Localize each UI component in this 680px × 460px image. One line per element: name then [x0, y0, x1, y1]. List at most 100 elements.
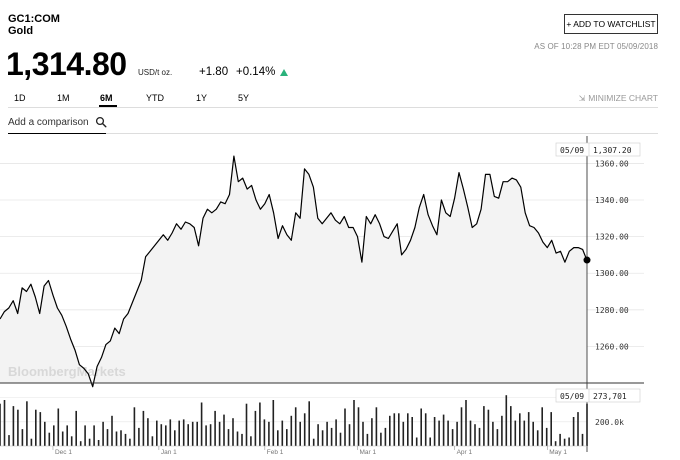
- volume-bar: [106, 429, 109, 446]
- price-tick-label: 1280.00: [595, 306, 629, 315]
- volume-bar: [111, 415, 113, 446]
- search-icon[interactable]: [95, 116, 107, 128]
- volume-bar: [191, 421, 194, 446]
- volume-bar: [312, 438, 315, 446]
- volume-bar: [21, 429, 24, 446]
- volume-bar: [554, 441, 557, 446]
- volume-bar: [165, 425, 167, 446]
- minimize-chart-label: MINIMIZE CHART: [588, 93, 658, 103]
- volume-bar: [317, 424, 319, 446]
- volume-bar: [169, 419, 172, 446]
- volume-bar: [44, 421, 46, 446]
- volume-bar: [39, 412, 42, 446]
- as-of-timestamp: AS OF 10:28 PM EDT 05/09/2018: [534, 42, 658, 51]
- divider: [8, 133, 658, 134]
- up-arrow-icon: [280, 69, 288, 76]
- volume-bar: [299, 421, 301, 446]
- volume-bar: [48, 432, 51, 446]
- volume-bar: [474, 424, 476, 446]
- comparison-input[interactable]: [8, 114, 92, 130]
- volume-bar: [335, 419, 337, 446]
- volume-bar: [483, 406, 485, 446]
- range-tab-ytd[interactable]: YTD: [146, 93, 164, 103]
- last-price-marker: [583, 256, 591, 264]
- volume-bar: [465, 400, 467, 446]
- range-tab-6m[interactable]: 6M: [100, 93, 113, 103]
- volume-bar: [84, 425, 86, 446]
- range-tab-5y[interactable]: 5Y: [238, 93, 250, 103]
- volume-bar: [160, 424, 163, 446]
- volume-bar: [0, 403, 1, 446]
- volume-bar: [57, 408, 60, 446]
- volume-bar: [200, 402, 203, 446]
- volume-bar: [362, 421, 364, 446]
- volume-bar: [577, 412, 579, 446]
- cursor-date-label: 05/09: [560, 146, 584, 155]
- volume-bar: [371, 418, 373, 446]
- volume-bar: [344, 408, 346, 446]
- date-tick-label: May 1: [549, 449, 567, 456]
- volume-bar: [294, 407, 297, 446]
- volume-bar: [415, 437, 418, 446]
- volume-bar: [393, 413, 396, 446]
- volume-bar: [120, 430, 122, 446]
- volume-bar: [384, 427, 387, 446]
- price-change-percent: +0.14%: [236, 66, 276, 78]
- volume-bar: [420, 408, 422, 446]
- volume-bar: [236, 431, 239, 446]
- volume-bar: [541, 407, 543, 446]
- volume-bar: [478, 427, 481, 446]
- volume-bar: [353, 400, 355, 446]
- volume-bar: [53, 425, 55, 446]
- volume-bar: [559, 433, 561, 446]
- volume-bar: [451, 429, 454, 446]
- volume-bar: [487, 409, 490, 446]
- volume-bar: [505, 395, 508, 446]
- price-tick-label: 1300.00: [595, 269, 629, 278]
- volume-bar: [93, 425, 95, 446]
- range-tab-1y[interactable]: 1Y: [196, 93, 208, 103]
- volume-bar: [550, 412, 552, 446]
- volume-bar: [281, 420, 284, 446]
- price-tick-label: 1360.00: [595, 159, 629, 168]
- volume-bar: [581, 433, 584, 446]
- cursor-volume-label: 273,701: [593, 392, 627, 401]
- volume-bar: [375, 407, 378, 446]
- volume-bar: [286, 429, 288, 446]
- last-price: 1,314.80: [6, 46, 127, 82]
- volume-bar: [272, 400, 275, 446]
- volume-bar: [178, 420, 180, 446]
- volume-bar: [456, 421, 458, 446]
- volume-bar: [402, 421, 405, 446]
- volume-bar: [187, 424, 189, 446]
- volume-bar: [536, 430, 539, 446]
- volume-bar: [61, 431, 64, 446]
- volume-bar: [442, 414, 445, 446]
- volume-bar: [66, 425, 68, 446]
- volume-gridlines: [0, 397, 587, 423]
- comparison-search[interactable]: [8, 114, 107, 132]
- volume-bar: [519, 413, 521, 446]
- ticker-symbol: GC1:COM: [8, 13, 60, 25]
- volume-bar: [3, 400, 6, 446]
- volume-bar: [447, 420, 449, 446]
- volume-bar: [26, 401, 28, 446]
- range-tab-1m[interactable]: 1M: [57, 93, 70, 103]
- volume-bar: [254, 410, 257, 446]
- volume-bar: [75, 410, 77, 446]
- volume-bar: [30, 438, 33, 446]
- volume-bar: [133, 407, 136, 446]
- volume-bar: [527, 412, 530, 446]
- volume-bar: [563, 438, 566, 446]
- volume-bar: [250, 436, 252, 446]
- add-to-watchlist-button[interactable]: + ADD TO WATCHLIST: [564, 14, 658, 34]
- cursor-price-box: 05/09 1,307.20: [555, 142, 641, 157]
- minimize-chart-button[interactable]: ⇲ MINIMIZE CHART: [579, 93, 658, 103]
- volume-bar: [218, 421, 221, 446]
- range-tab-1d[interactable]: 1D: [14, 93, 26, 103]
- volume-bar: [102, 421, 104, 446]
- date-axis: Dec 1 Jan 1 Feb 1 Mar 1 Apr 1 May 1: [0, 445, 587, 456]
- volume-bar: [268, 421, 270, 446]
- volume-bar: [156, 420, 158, 446]
